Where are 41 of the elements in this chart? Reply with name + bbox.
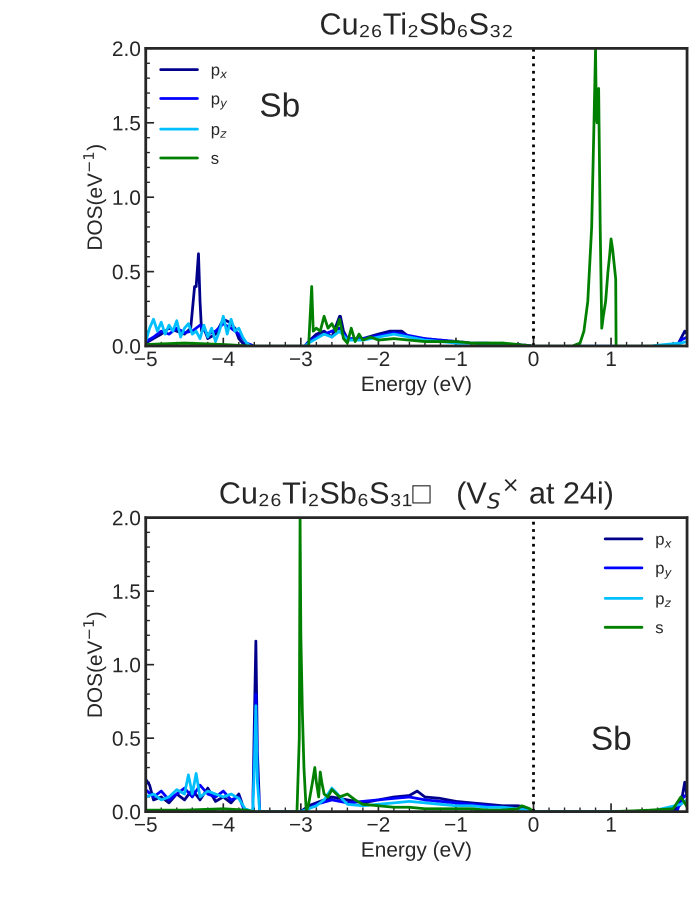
y-tick-label: 1.0 [114, 190, 140, 205]
y-tick-label: 1.5 [114, 116, 140, 131]
chart-title: Cu₂₆Ti₂Sb₆S₃₂ [321, 12, 512, 38]
legend-label: p$_{y}$ [656, 564, 672, 579]
y-tick-label: 1.5 [114, 584, 140, 599]
y-tick-label: 2.0 [112, 41, 140, 56]
x-axis-title: Energy (eV) [362, 376, 471, 396]
legend-label: p$_{z}$ [212, 126, 227, 138]
chart-title: Cu₂₆Ti₂Sb₆S₃₁□ (V$_{S}$$^{×}$ at 24i) [220, 479, 612, 510]
x-tick-label: −2 [368, 817, 390, 832]
x-tick-label: 0 [528, 351, 538, 366]
x-tick-label: 1 [606, 817, 616, 832]
x-tick-label: −1 [445, 817, 467, 832]
y-tick-label: 0.5 [112, 731, 140, 746]
annotation: Sb [592, 726, 630, 750]
y-tick-label: 0.0 [112, 804, 140, 820]
legend-label: p$_{x}$ [656, 536, 672, 548]
x-tick-label: −1 [445, 352, 467, 366]
x-tick-label: −4 [212, 817, 235, 832]
y-axis-title: DOS(eV$^{−1}$) [83, 612, 106, 716]
x-tick-label: −3 [290, 351, 312, 366]
y-tick-label: 2.0 [112, 510, 140, 526]
x-tick-label: 0 [528, 817, 538, 832]
legend-label: p$_{z}$ [656, 595, 671, 608]
y-axis-title: DOS(eV$^{−1}$) [83, 145, 106, 249]
legend-label: s [211, 154, 218, 164]
x-axis-title: Energy (eV) [362, 841, 471, 861]
legend-label: s [656, 624, 663, 634]
y-tick-label: 1.0 [114, 658, 140, 672]
x-tick-label: −3 [290, 817, 312, 832]
x-tick-label: −5 [134, 352, 157, 366]
x-tick-label: −5 [134, 817, 157, 832]
line-series [146, 518, 688, 812]
x-tick-label: 1 [606, 352, 616, 366]
x-tick-label: −4 [212, 352, 235, 366]
y-tick-label: 0.5 [112, 264, 140, 280]
x-tick-label: −2 [368, 351, 390, 366]
annotation: Sb [260, 92, 299, 117]
y-tick-label: 0.0 [112, 339, 140, 354]
legend-label: p$_{x}$ [212, 66, 228, 79]
legend-label: p$_{y}$ [212, 95, 228, 110]
